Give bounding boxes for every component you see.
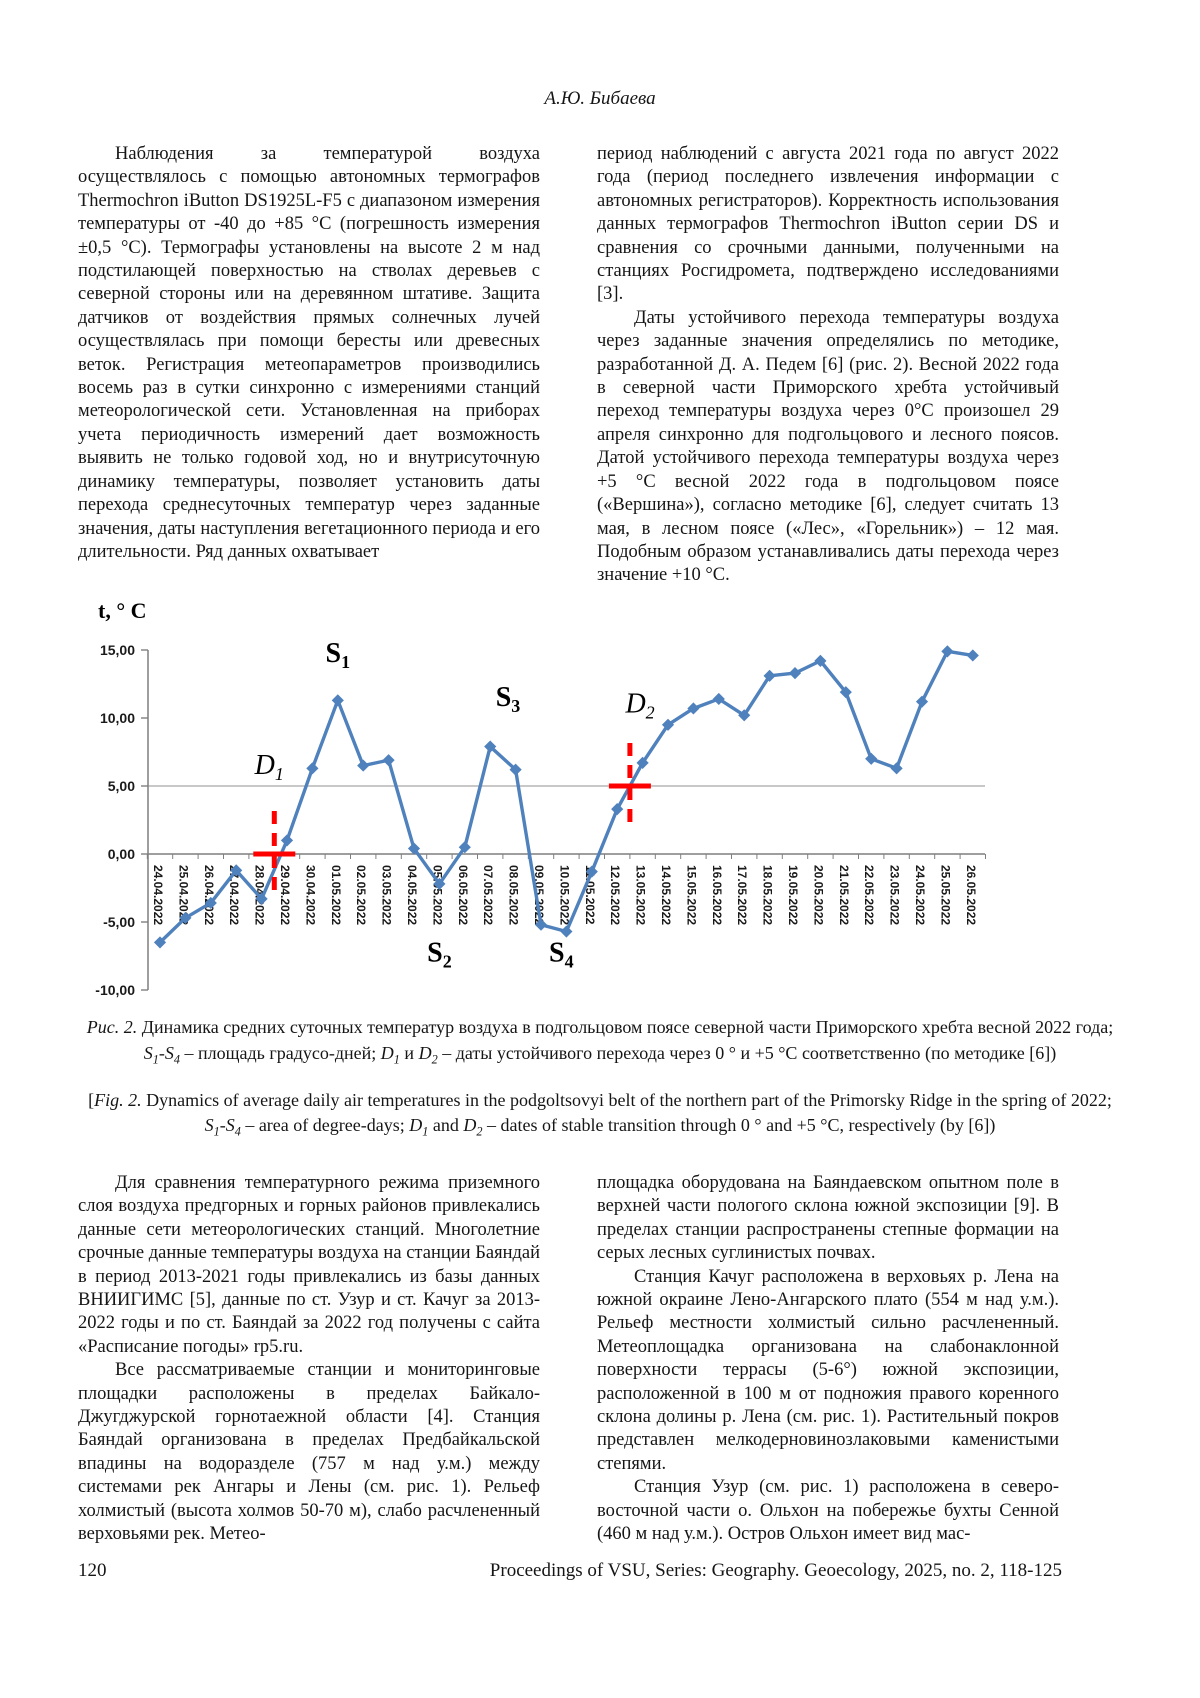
figure-2-chart-svg: 15,00 10,00 5,00 0,00 -5,00 -10,00 24.04.2022 2… <box>95 598 986 998</box>
data-point-marker <box>407 842 421 855</box>
y-tick-label: 5,00 <box>108 778 135 794</box>
x-tick-label: 07.05.2022 <box>481 865 495 925</box>
x-tick-label: 02.05.2022 <box>354 865 368 925</box>
x-tick-label: 20.05.2022 <box>811 865 825 925</box>
annotation-label: S2 <box>427 937 452 971</box>
data-point-marker <box>560 925 573 938</box>
annotation-label: D1 <box>254 750 284 784</box>
paragraph: Все рассматриваемые станции и мониторинг… <box>78 1360 540 1545</box>
x-tick-label: 22.05.2022 <box>862 865 876 925</box>
x-tick-label: 30.04.2022 <box>303 865 317 925</box>
x-tick-label: 12.05.2022 <box>608 865 622 925</box>
page-number: 120 <box>78 1560 107 1581</box>
journal-footer: Proceedings of VSU, Series: Geography. G… <box>489 1560 1062 1581</box>
x-tick-label: 15.05.2022 <box>684 865 698 925</box>
x-tick-label: 11.05.2022 <box>583 865 597 925</box>
x-tick-label: 19.05.2022 <box>786 865 800 925</box>
data-point-marker <box>382 754 395 767</box>
x-tick-label: 24.05.2022 <box>913 865 927 925</box>
page-header-author: А.Ю. Бибаева <box>544 88 656 109</box>
x-tick-label: 17.05.2022 <box>735 865 749 925</box>
y-tick-label: -5,00 <box>103 914 135 930</box>
data-point-marker <box>865 752 878 765</box>
paragraph: Станция Узур (см. рис. 1) расположена в … <box>597 1477 1059 1545</box>
x-tick-label: 25.04.2022 <box>176 865 190 925</box>
figure-2-chart: 15,00 10,00 5,00 0,00 -5,00 -10,00 24.04.2022 2… <box>72 572 1012 1002</box>
x-tick-label: 21.05.2022 <box>837 865 851 925</box>
paragraph: Наблюдения за температурой воздуха осуще… <box>78 144 540 562</box>
y-axis-title: t, ° C <box>98 598 147 623</box>
data-point-marker <box>966 649 979 662</box>
paragraph: период наблюдений с августа 2021 года по… <box>597 144 1059 305</box>
data-point-marker <box>890 762 903 775</box>
column-bottom-left: Для сравнения температурного режима приз… <box>78 1172 540 1547</box>
annotation-label: D2 <box>624 689 654 723</box>
annotation-label: S4 <box>549 937 574 971</box>
x-tick-label: 03.05.2022 <box>380 865 394 925</box>
x-tick-label: 16.05.2022 <box>710 865 724 925</box>
paragraph: площадка оборудована на Баяндаевском опы… <box>597 1173 1059 1264</box>
x-tick-label: 13.05.2022 <box>634 865 648 925</box>
x-tick-label: 06.05.2022 <box>456 865 470 925</box>
data-point-marker <box>788 667 802 680</box>
data-point-marker <box>433 877 446 891</box>
x-tick-label: 26.05.2022 <box>964 865 978 925</box>
x-tick-label: 04.05.2022 <box>405 865 419 925</box>
paragraph: Станция Качуг расположена в верховьях р.… <box>597 1266 1059 1474</box>
x-tick-label: 23.05.2022 <box>888 865 902 925</box>
column-bottom-right: площадка оборудована на Баяндаевском опы… <box>597 1172 1059 1547</box>
x-tick-label: 26.04.2022 <box>202 865 216 925</box>
data-point-marker <box>230 864 243 877</box>
data-point-marker <box>331 694 344 707</box>
data-point-marker <box>941 645 954 658</box>
data-point-marker <box>306 762 319 775</box>
data-point-marker <box>357 759 370 772</box>
data-point-marker <box>204 896 217 910</box>
column-top-left: Наблюдения за температурой воздуха осуще… <box>78 143 540 564</box>
data-point-marker <box>687 702 700 715</box>
x-tick-label: 29.04.2022 <box>278 865 292 925</box>
y-tick-label: 10,00 <box>100 710 135 726</box>
x-tick-label: 09.05.2022 <box>532 865 546 925</box>
x-tick-label: 24.04.2022 <box>151 865 165 925</box>
annotation-label: S3 <box>496 682 521 716</box>
paragraph: Для сравнения температурного режима приз… <box>78 1173 540 1357</box>
annotation-label: S1 <box>326 638 351 672</box>
x-tick-label: 25.05.2022 <box>938 865 952 925</box>
x-tick-label: 18.05.2022 <box>761 865 775 925</box>
x-tick-label: 08.05.2022 <box>507 865 521 925</box>
column-top-right: период наблюдений с августа 2021 года по… <box>597 143 1059 588</box>
x-tick-label: 01.05.2022 <box>329 865 343 925</box>
figure-caption-russian: Рис. 2. Динамика средних суточных темпер… <box>86 1017 1114 1067</box>
y-tick-label: 0,00 <box>108 846 135 862</box>
data-point-marker <box>280 834 294 847</box>
paragraph: Даты устойчивого перехода температуры во… <box>597 307 1059 586</box>
y-tick-label: 15,00 <box>100 642 135 658</box>
x-tick-label: 10.05.2022 <box>557 865 571 925</box>
figure-caption-english: [Fig. 2. Dynamics of average daily air t… <box>88 1090 1112 1139</box>
y-tick-label: -10,00 <box>95 982 135 998</box>
data-point-marker <box>915 695 929 708</box>
x-tick-label: 14.05.2022 <box>659 865 673 925</box>
